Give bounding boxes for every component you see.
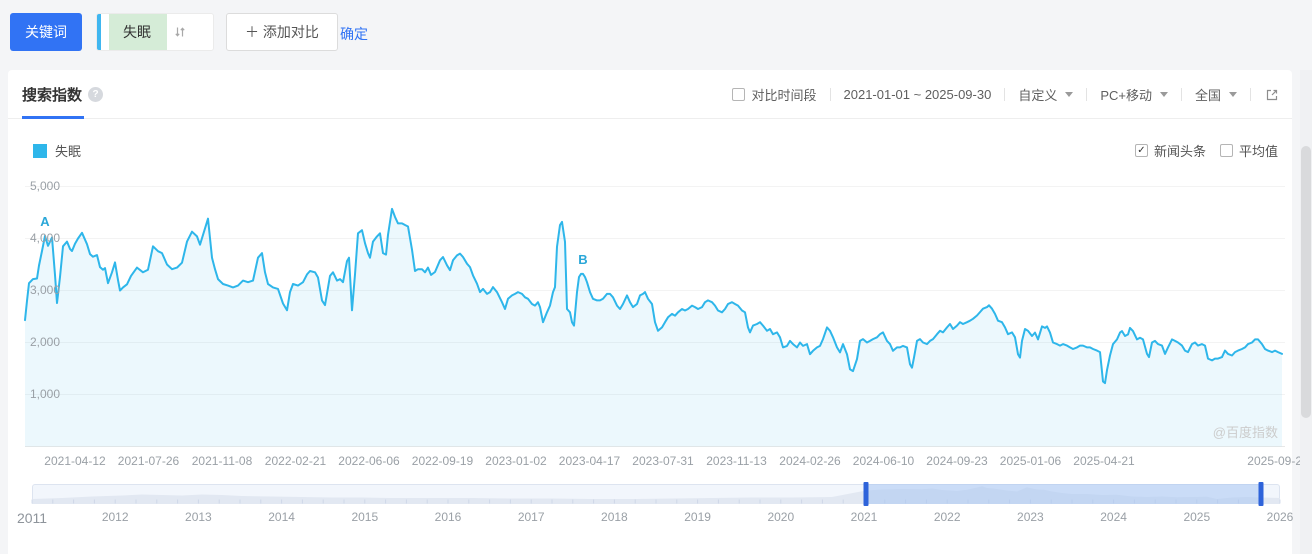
year-label: 2019	[684, 510, 711, 524]
chevron-down-icon	[1159, 92, 1168, 97]
x-axis-label: 2024-02-26	[779, 454, 841, 468]
question-mark-icon[interactable]: ?	[88, 87, 104, 102]
year-label: 2024	[1100, 510, 1127, 524]
news-headlines-checkbox[interactable]: ✓ 新闻头条	[1134, 141, 1206, 160]
compare-period-checkbox[interactable]: 对比时间段	[732, 85, 817, 104]
x-axis-label: 2021-04-12	[44, 454, 106, 468]
x-axis-label: 2023-07-31	[632, 454, 694, 468]
year-label: 2025	[1183, 510, 1211, 524]
slider-handle-left[interactable]	[863, 482, 869, 506]
year-label: 2011	[16, 510, 48, 526]
range-mode-value: 自定义	[1018, 88, 1058, 103]
average-checkbox[interactable]: 平均值	[1219, 141, 1278, 160]
year-label: 2016	[434, 510, 462, 524]
x-axis-label: 2024-09-23	[926, 454, 988, 468]
x-axis-label: 2021-07-26	[117, 454, 180, 468]
x-axis-label: 2025-04-21	[1073, 454, 1135, 468]
device-dropdown[interactable]: PC+移动	[1100, 85, 1168, 104]
chevron-down-icon	[1065, 92, 1074, 97]
keyword-chip[interactable]: 失眠	[96, 13, 214, 51]
region-value: 全国	[1194, 88, 1221, 103]
average-label: 平均值	[1238, 144, 1278, 159]
tab-label: 搜索指数	[22, 87, 83, 104]
slider-selection[interactable]	[866, 484, 1261, 504]
search-index-panel: 搜索指数 ? 对比时间段 2021-01-01 ~ 2025-09-30 自定义…	[8, 70, 1309, 554]
legend-swatch	[33, 143, 47, 158]
region-dropdown[interactable]: 全国	[1195, 85, 1237, 104]
x-axis-label: 2022-02-21	[264, 454, 327, 468]
checkbox-icon[interactable]	[1219, 144, 1233, 157]
legend-label: 失眠	[55, 144, 82, 159]
compare-period-label: 对比时间段	[751, 88, 817, 103]
x-axis-label: 2022-09-19	[411, 454, 474, 468]
sort-arrows-icon[interactable]	[173, 25, 187, 39]
year-label: 2015	[351, 510, 379, 524]
divider	[1086, 88, 1088, 101]
year-label: 2018	[601, 510, 628, 524]
add-compare-button[interactable]: ＋ 添加对比	[226, 13, 338, 51]
x-axis-label: 2024-06-10	[852, 454, 915, 468]
chart-controls: 对比时间段 2021-01-01 ~ 2025-09-30 自定义 PC+移动 …	[732, 70, 1280, 119]
divider	[1250, 88, 1251, 101]
overlay-options: ✓ 新闻头条 平均值	[1134, 141, 1278, 160]
y-axis-label: 4,000	[30, 231, 61, 245]
chevron-down-icon	[1229, 92, 1237, 97]
keyword-text[interactable]: 失眠	[109, 14, 167, 50]
date-range-control[interactable]: 2021-01-01 ~ 2025-09-30	[844, 87, 992, 102]
tab-search-index[interactable]: 搜索指数 ?	[22, 70, 104, 119]
x-axis-label: 2023-04-17	[558, 454, 621, 468]
x-axis-label: 2023-11-13	[706, 454, 767, 468]
device-value: PC+移动	[1100, 88, 1152, 103]
news-headlines-label: 新闻头条	[1153, 144, 1206, 159]
keyword-button[interactable]: 关键词	[10, 13, 82, 51]
watermark: @百度指数	[1212, 425, 1278, 440]
keyword-accent-bar	[97, 14, 101, 50]
year-label: 2026	[1266, 510, 1294, 524]
divider	[1004, 88, 1006, 101]
checkbox-icon-checked[interactable]: ✓	[1134, 144, 1148, 157]
year-label: 2014	[268, 510, 295, 524]
x-axis-label: 2021-11-08	[191, 454, 253, 468]
active-tab-underline	[22, 116, 84, 119]
event-marker-b[interactable]: B	[578, 252, 587, 267]
scrollbar-track[interactable]	[1300, 70, 1312, 554]
series-legend[interactable]: 失眠	[33, 141, 81, 160]
trend-line-chart: AB	[24, 186, 1285, 447]
top-bar: 关键词 失眠 ＋ 添加对比 确定	[0, 0, 1312, 70]
y-axis-label: 2,000	[30, 335, 61, 349]
x-axis-label: 2023-01-02	[485, 454, 547, 468]
scrollbar-thumb[interactable]	[1301, 146, 1311, 418]
y-axis-label: 5,000	[30, 179, 61, 193]
x-axis-label: 2022-06-06	[338, 454, 400, 468]
year-label: 2012	[101, 510, 129, 524]
divider	[1180, 88, 1182, 101]
year-label: 2021	[850, 510, 878, 524]
year-label: 2017	[517, 510, 545, 524]
series-line	[24, 207, 1283, 385]
year-label: 2023	[1017, 510, 1044, 524]
x-axis-label: 2025-09-29	[1247, 454, 1309, 468]
year-label: 2022	[933, 510, 961, 524]
date-range-value: 2021-01-01 ~ 2025-09-30	[843, 87, 992, 102]
x-axis-label: 2025-01-06	[999, 454, 1062, 468]
export-icon[interactable]	[1264, 87, 1280, 103]
year-label: 2020	[767, 510, 795, 524]
event-marker-a[interactable]: A	[40, 214, 50, 229]
date-range-slider[interactable]	[31, 482, 1281, 506]
confirm-link[interactable]: 确定	[340, 26, 368, 42]
y-axis-label: 3,000	[30, 283, 61, 297]
checkbox-icon[interactable]	[732, 88, 746, 101]
series-area-fill	[25, 208, 1282, 447]
divider	[829, 88, 831, 101]
slider-handle-right[interactable]	[1258, 482, 1264, 506]
y-axis-label: 1,000	[30, 387, 61, 401]
year-label: 2013	[185, 510, 212, 524]
tab-row: 搜索指数 ? 对比时间段 2021-01-01 ~ 2025-09-30 自定义…	[8, 70, 1292, 119]
range-mode-dropdown[interactable]: 自定义	[1018, 85, 1074, 104]
